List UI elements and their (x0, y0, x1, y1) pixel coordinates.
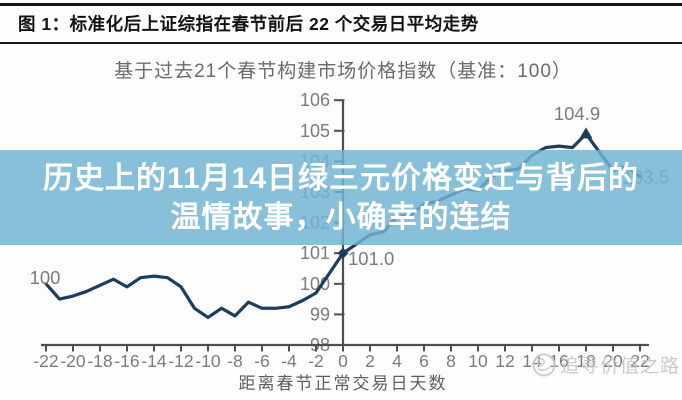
svg-text:基于过去21个春节构建市场价格指数（基准：100）: 基于过去21个春节构建市场价格指数（基准：100） (114, 60, 572, 82)
svg-text:-22: -22 (33, 351, 58, 371)
svg-text:-16: -16 (114, 351, 139, 371)
svg-text:距离春节正常交易日天数: 距离春节正常交易日天数 (239, 374, 448, 393)
svg-text:-8: -8 (227, 351, 243, 371)
figure-title: 图 1：标准化后上证综指在春节前后 22 个交易日平均走势 (18, 14, 479, 34)
svg-text:101: 101 (300, 243, 330, 263)
svg-text:100: 100 (300, 274, 330, 294)
svg-text:-20: -20 (60, 351, 86, 371)
headline-line-1: 历史上的11月14日绿三元价格变迁与背后的 (42, 161, 640, 195)
svg-text:101.0: 101.0 (348, 248, 394, 269)
svg-text:-2: -2 (308, 351, 324, 371)
headline-overlay: 历史上的11月14日绿三元价格变迁与背后的 温情故事，小确幸的连结 (0, 150, 682, 245)
svg-text:4: 4 (392, 351, 402, 371)
svg-text:-6: -6 (254, 351, 270, 371)
watermark-logo-icon (532, 353, 556, 376)
svg-text:-10: -10 (195, 351, 221, 371)
svg-text:8: 8 (446, 351, 456, 371)
svg-text:100: 100 (30, 267, 61, 288)
svg-text:105: 105 (300, 121, 330, 141)
svg-text:-18: -18 (87, 351, 112, 371)
svg-text:12: 12 (495, 351, 514, 371)
svg-text:0: 0 (338, 351, 348, 371)
svg-text:18: 18 (576, 351, 595, 371)
watermark: 追寻价值之路 (531, 351, 680, 378)
svg-text:99: 99 (310, 304, 330, 324)
watermark-text: 追寻价值之路 (560, 356, 681, 377)
svg-text:10: 10 (468, 351, 488, 371)
svg-text:-12: -12 (168, 351, 193, 371)
svg-text:2: 2 (365, 351, 375, 371)
svg-text:6: 6 (419, 351, 429, 371)
figure-header: 图 1：标准化后上证综指在春节前后 22 个交易日平均走势 (0, 3, 682, 44)
svg-text:-14: -14 (141, 351, 167, 371)
svg-text:106: 106 (300, 90, 330, 110)
svg-text:104.9: 104.9 (554, 103, 600, 124)
svg-text:-4: -4 (281, 351, 297, 371)
svg-text:20: 20 (603, 351, 623, 371)
svg-text:22: 22 (630, 351, 649, 371)
headline-line-2: 温情故事，小确幸的连结 (170, 200, 512, 234)
